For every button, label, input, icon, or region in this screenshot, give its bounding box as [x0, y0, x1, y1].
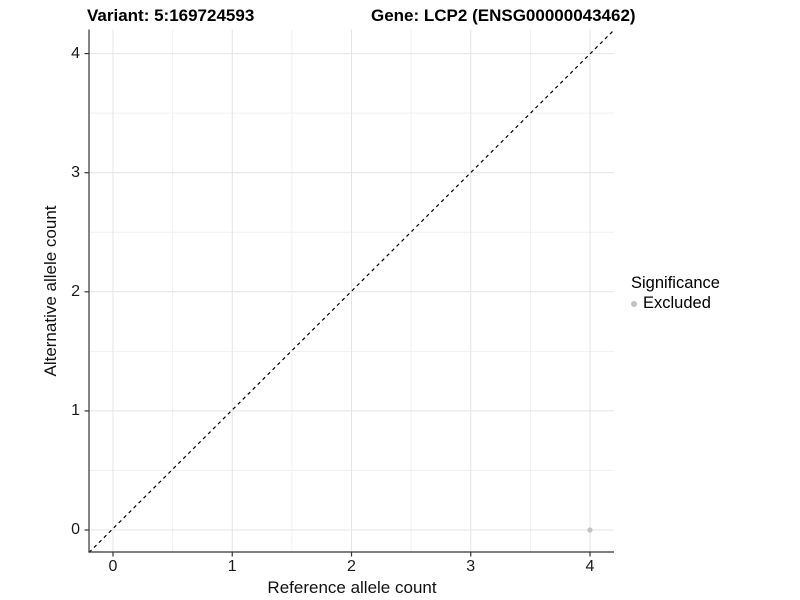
x-axis-title: Reference allele count [267, 578, 437, 597]
y-tick-label: 0 [71, 521, 80, 538]
legend-point-icon [631, 300, 637, 307]
legend-title: Significance [631, 274, 720, 292]
legend-entry-excluded: Excluded [631, 294, 720, 313]
gene-title: Gene: LCP2 (ENSG00000043462) [371, 6, 636, 25]
data-point [587, 527, 593, 533]
legend-entry-label: Excluded [643, 294, 711, 312]
y-tick-label: 1 [71, 401, 80, 419]
x-tick-label: 0 [108, 558, 118, 575]
y-tick-label: 4 [71, 44, 80, 62]
identity-dashed-line [88, 29, 615, 553]
x-axis-tick-labels: 0 1 2 3 4 [0, 558, 800, 578]
y-axis-tick-labels: 0 1 2 3 4 [0, 0, 80, 600]
y-axis-title: Alternative allele count [41, 205, 60, 377]
x-tick-label: 4 [585, 558, 595, 575]
x-tick-label: 3 [466, 558, 476, 575]
y-tick-label: 2 [71, 282, 80, 300]
x-tick-label: 2 [347, 558, 356, 575]
x-tick-label: 1 [227, 558, 237, 575]
variant-title: Variant: 5:169724593 [87, 6, 255, 25]
legend: Significance Excluded [631, 273, 720, 313]
y-tick-label: 3 [71, 163, 80, 181]
